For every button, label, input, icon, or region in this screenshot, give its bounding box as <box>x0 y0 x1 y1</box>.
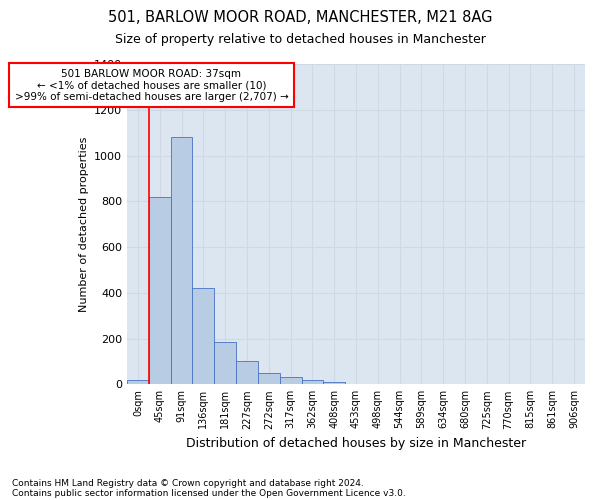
Bar <box>302 380 323 384</box>
Bar <box>258 373 280 384</box>
Text: Size of property relative to detached houses in Manchester: Size of property relative to detached ho… <box>115 32 485 46</box>
Text: 501 BARLOW MOOR ROAD: 37sqm
← <1% of detached houses are smaller (10)
>99% of se: 501 BARLOW MOOR ROAD: 37sqm ← <1% of det… <box>14 68 289 102</box>
Text: 501, BARLOW MOOR ROAD, MANCHESTER, M21 8AG: 501, BARLOW MOOR ROAD, MANCHESTER, M21 8… <box>108 10 492 25</box>
Bar <box>236 362 258 384</box>
Bar <box>280 378 302 384</box>
Text: Contains HM Land Registry data © Crown copyright and database right 2024.: Contains HM Land Registry data © Crown c… <box>12 478 364 488</box>
Y-axis label: Number of detached properties: Number of detached properties <box>79 136 89 312</box>
Bar <box>149 196 170 384</box>
Bar <box>127 380 149 384</box>
Text: Contains public sector information licensed under the Open Government Licence v3: Contains public sector information licen… <box>12 488 406 498</box>
Bar <box>170 137 193 384</box>
Bar <box>193 288 214 384</box>
Bar <box>323 382 345 384</box>
X-axis label: Distribution of detached houses by size in Manchester: Distribution of detached houses by size … <box>186 437 526 450</box>
Bar <box>214 342 236 384</box>
